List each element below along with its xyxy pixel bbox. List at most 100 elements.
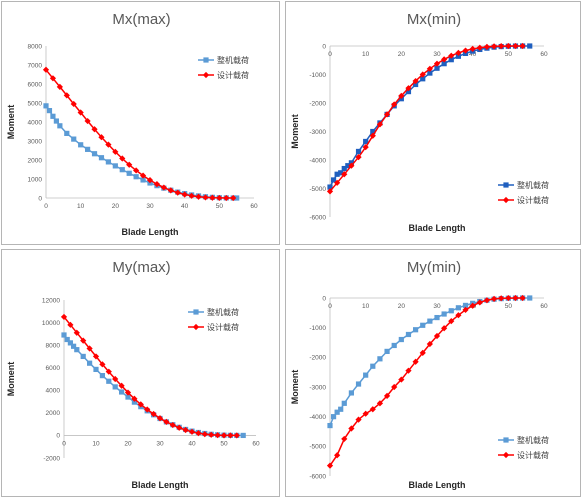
series-line (45, 69, 234, 199)
data-point (87, 360, 93, 366)
x-tick-label: 0 (44, 203, 48, 210)
data-point (326, 188, 334, 195)
x-axis-label: Blade Length (131, 480, 188, 490)
y-tick-label: 12000 (42, 297, 60, 304)
data-point (133, 167, 140, 174)
legend-label: 设计载荷 (217, 70, 249, 80)
data-point (99, 373, 105, 379)
chart-title: Mx(max) (112, 11, 170, 28)
data-point (355, 148, 362, 155)
chart-panel-my-min: My(min) -6000 -5000 -4000 -3000 -2000 -1000 0 0 1… (285, 249, 581, 497)
series-design-load (42, 66, 237, 202)
y-tick-label: 8000 (28, 43, 43, 50)
data-point (433, 332, 441, 340)
x-tick-label: 20 (112, 203, 120, 210)
data-point (119, 389, 125, 395)
legend-marker (192, 323, 200, 331)
data-point (188, 192, 195, 199)
data-point (433, 60, 441, 67)
data-point (441, 61, 447, 67)
data-point (405, 331, 412, 338)
data-point (377, 356, 383, 362)
y-tick-label: -2000 (43, 455, 60, 462)
data-point (119, 167, 125, 173)
data-point (338, 406, 344, 412)
data-point (49, 75, 57, 82)
data-point (105, 159, 111, 165)
legend-label: 设计载荷 (517, 450, 549, 460)
chart-mx-min: Mx(min) -6000 -5000 -4000 -3000 -2000 -1000 00 1… (290, 11, 549, 233)
x-tick-label: 60 (252, 440, 260, 447)
x-tick-label: 0 (328, 51, 332, 58)
data-point (140, 177, 146, 183)
data-point (455, 53, 461, 59)
data-point (234, 195, 240, 201)
y-tick-label: -4000 (309, 414, 326, 421)
data-point (67, 340, 73, 346)
legend-marker (502, 196, 510, 204)
legend-label: 设计载荷 (207, 322, 239, 332)
data-point (181, 191, 188, 198)
data-point (448, 57, 454, 63)
x-tick-label: 60 (250, 203, 258, 210)
data-point (327, 422, 333, 429)
data-point (156, 415, 164, 422)
chart-mx-max: Mx(max) 0 1000 2000 3000 4000 5000 6000 7000 8000… (6, 11, 258, 237)
data-point (131, 395, 138, 402)
data-point (91, 126, 98, 133)
y-tick-label: -6000 (309, 473, 326, 480)
legend-marker (503, 437, 509, 443)
x-tick-label: 0 (328, 303, 332, 310)
data-point (169, 421, 176, 429)
data-point (345, 163, 351, 169)
data-point (369, 406, 376, 413)
data-point (91, 151, 98, 157)
y-tick-label: -3000 (309, 129, 326, 136)
y-tick-label: 2000 (28, 157, 43, 164)
data-point (150, 410, 157, 418)
x-tick-label: 60 (540, 51, 548, 58)
data-point (434, 314, 440, 321)
data-point (462, 302, 469, 309)
data-point (201, 431, 208, 438)
data-point (77, 109, 84, 116)
legend-label: 整机载荷 (207, 307, 239, 317)
data-point (330, 177, 337, 183)
data-point (174, 189, 181, 196)
data-point (167, 187, 174, 194)
data-point (126, 161, 133, 168)
data-point (133, 174, 139, 180)
data-point (106, 378, 112, 384)
data-point (230, 194, 237, 202)
x-tick-label: 30 (433, 303, 441, 310)
chart-my-max: My(max) -2000 0 2000 4000 6000 8000 10000 12000 0… (6, 259, 260, 490)
x-tick-label: 10 (92, 440, 100, 447)
x-axis-label: Blade Length (408, 223, 465, 233)
data-point (57, 123, 63, 129)
data-point (144, 406, 151, 413)
y-tick-label: 3000 (28, 138, 43, 145)
data-point (223, 194, 230, 202)
data-point (126, 170, 132, 176)
data-point (427, 318, 433, 324)
data-point (370, 128, 376, 135)
data-point (370, 363, 376, 369)
chart-panel-mx-max: Mx(max) 0 1000 2000 3000 4000 5000 6000 7000 8000… (1, 1, 280, 245)
data-point (512, 294, 519, 302)
data-point (391, 342, 397, 349)
data-point (139, 172, 147, 179)
x-axis-label: Blade Length (408, 480, 465, 490)
y-tick-label: -2000 (309, 100, 326, 107)
series-line (45, 105, 237, 199)
data-point (63, 92, 70, 99)
data-point (71, 136, 77, 142)
data-point (327, 184, 333, 190)
data-point (391, 383, 398, 391)
data-point (73, 329, 80, 336)
data-point (413, 81, 419, 88)
data-point (448, 52, 455, 59)
y-tick-label: -3000 (309, 384, 326, 391)
data-point (56, 83, 63, 90)
